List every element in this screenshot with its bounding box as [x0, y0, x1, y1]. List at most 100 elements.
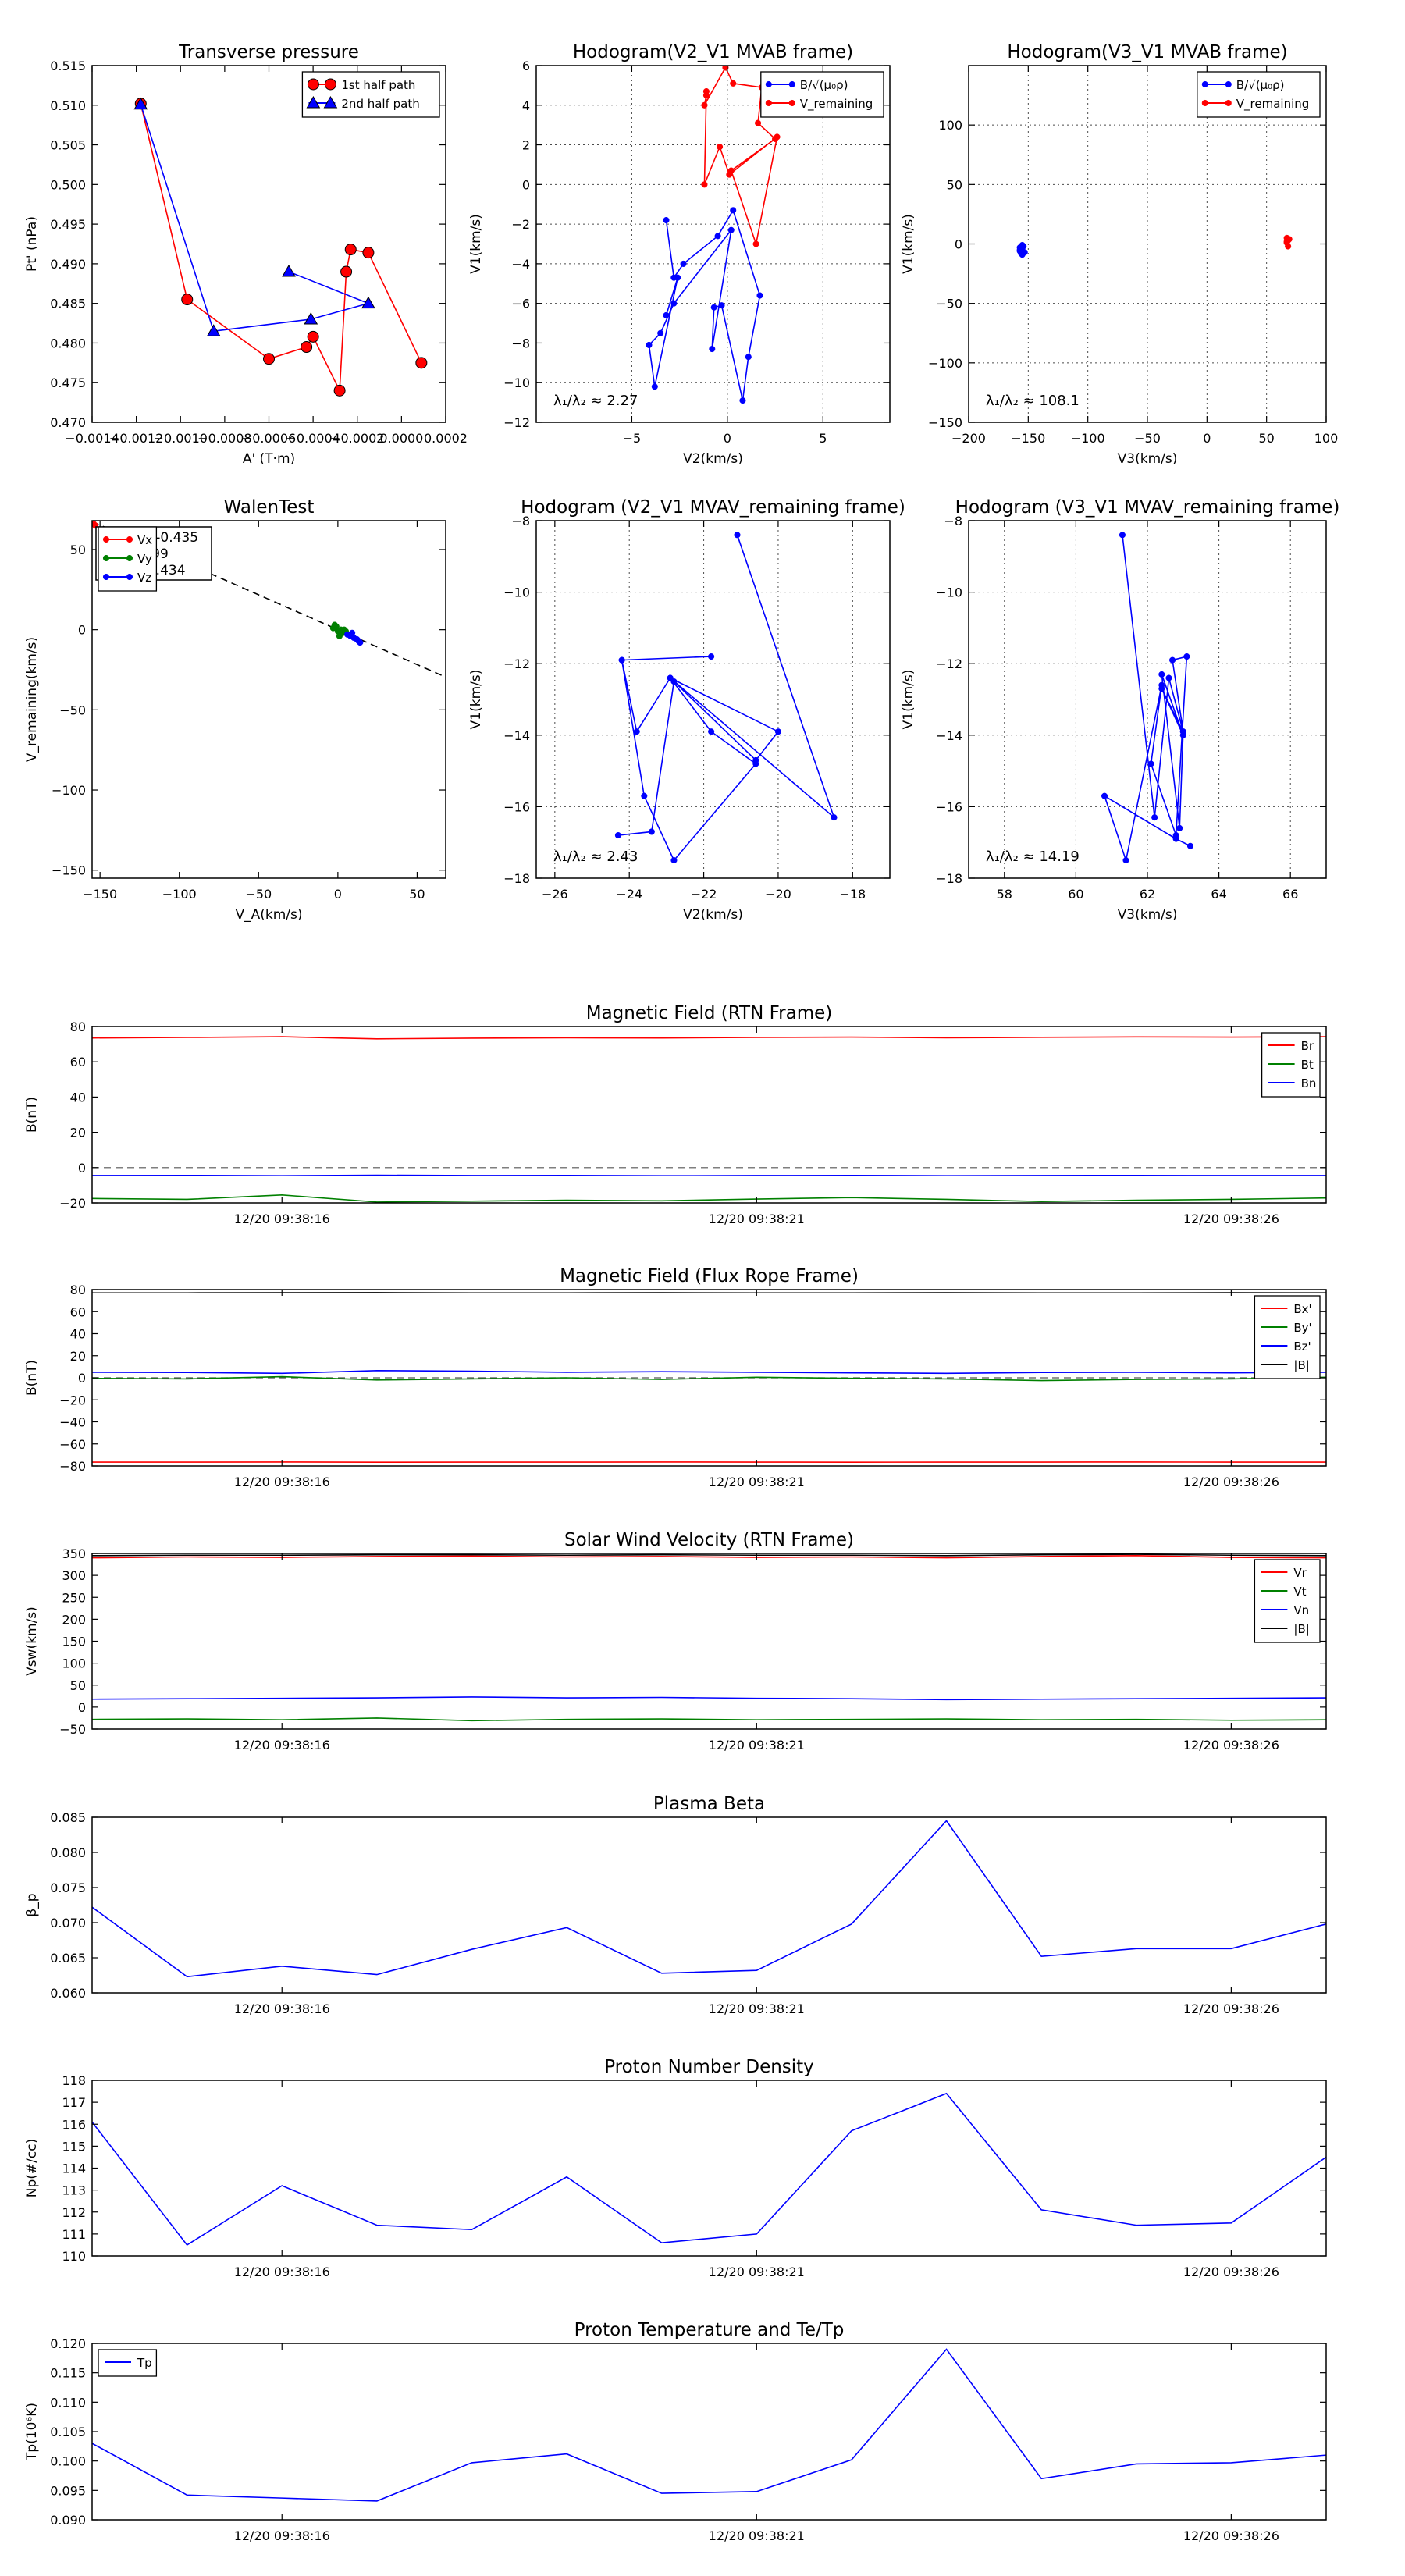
data-point [788, 99, 795, 107]
y-tick-label: −80 [59, 1459, 86, 1474]
data-point [710, 304, 717, 311]
legend: B/√(μ₀ρ) V_remaining [760, 71, 884, 118]
data-point [701, 181, 708, 188]
axes-frame [91, 1816, 1327, 1994]
data-point [618, 656, 625, 664]
chart-title: WalenTest [224, 497, 315, 518]
series-line-B/√(μ₀ρ) [648, 208, 761, 401]
legend-label: Bz' [1293, 1340, 1311, 1354]
y-tick-label: 0.105 [50, 2425, 86, 2439]
data-point [1119, 532, 1126, 539]
x-tick-label: −150 [1011, 431, 1045, 446]
axes-frame [91, 1026, 1327, 1204]
data-point [754, 119, 762, 126]
x-tick-label: 62 [1140, 887, 1155, 902]
y-tick-label: 50 [947, 177, 962, 192]
data-point [745, 354, 752, 361]
legend: Br Bt Bn [1261, 1032, 1321, 1098]
y-tick-label: 60 [70, 1304, 86, 1319]
legend-label: Tp [137, 2356, 152, 2370]
x-tick-label: 60 [1068, 887, 1083, 902]
plot-area [1101, 532, 1194, 864]
plot-area [92, 2092, 1326, 2246]
data-point [1172, 835, 1179, 842]
legend-label: B/√(μ₀ρ) [800, 78, 848, 92]
y-axis-label: Vsw(km/s) [24, 1606, 40, 1676]
y-tick-label: 0.495 [50, 217, 86, 232]
y-axis-label: Pt' (nPa) [24, 216, 40, 272]
data-point [670, 300, 678, 307]
plot-area [92, 2348, 1326, 2502]
legend-label: 1st half path [341, 78, 415, 92]
y-tick-label: 20 [70, 1126, 86, 1140]
data-point [1019, 241, 1026, 249]
legend: Bx' By' Bz' |B| [1254, 1295, 1321, 1379]
data-point [1283, 238, 1290, 245]
y-tick-label: −2 [511, 217, 530, 232]
x-tick-label: −0.0004 [286, 431, 340, 446]
y-tick-label: −10 [503, 375, 530, 390]
data-point [1176, 824, 1183, 831]
legend: Vx Vy Vz [98, 526, 158, 592]
data-point [1165, 674, 1172, 681]
data-point [415, 357, 428, 369]
chart-title: Hodogram(V2_V1 MVAB frame) [573, 42, 853, 62]
y-tick-label: 0.100 [50, 2454, 86, 2469]
x-tick-label: 0 [1203, 431, 1211, 446]
y-tick-label: −10 [936, 585, 962, 600]
y-tick-label: −150 [52, 863, 86, 878]
y-axis-label: B(nT) [24, 1097, 40, 1133]
x-tick-label: 64 [1211, 887, 1226, 902]
data-point [651, 383, 658, 390]
chart-tp: −0.0014−0.0012−0.0010−0.0008−0.0006−0.00… [24, 42, 468, 467]
data-point [831, 814, 838, 821]
series-line-Np [92, 2092, 1326, 2246]
series-line-1st half path [140, 103, 422, 393]
series-line-Bz' [92, 1370, 1326, 1375]
data-point [331, 621, 338, 628]
chart-ts1: 12/20 09:38:16 12/20 09:38:21 12/20 09:38:… [24, 1003, 1327, 1226]
x-tick-label: 12/20 09:38:21 [709, 2001, 805, 2016]
legend-box [760, 71, 884, 118]
y-tick-label: −12 [503, 656, 530, 671]
plot-area [133, 97, 428, 397]
chart-title: Hodogram (V2_V1 MVAV_remaining frame) [521, 497, 905, 518]
legend-label: |B| [1293, 1622, 1309, 1636]
y-axis-label: V_remaining(km/s) [24, 637, 40, 762]
x-tick-label: 12/20 09:38:16 [234, 2001, 330, 2016]
plot-area [1016, 234, 1293, 258]
series-line-Vr [92, 1555, 1326, 1559]
series-line-Vn [92, 1696, 1326, 1701]
axes-frame [535, 520, 891, 879]
x-tick-label: −0.0002 [330, 431, 384, 446]
data-point [646, 341, 653, 349]
data-point [774, 133, 781, 141]
legend-label: Vy [137, 552, 152, 566]
y-tick-label: 0.085 [50, 1810, 86, 1825]
y-tick-label: 100 [62, 1656, 86, 1671]
series-line-V [617, 535, 836, 862]
y-tick-label: 4 [522, 98, 530, 113]
data-point [340, 265, 353, 278]
data-point [674, 274, 681, 281]
chart-title: Proton Temperature and Te/Tp [574, 2320, 845, 2340]
y-tick-label: −6 [511, 297, 530, 311]
x-tick-label: −5 [623, 431, 642, 446]
y-tick-label: 0 [78, 1700, 86, 1715]
data-point [126, 535, 133, 543]
x-tick-label: 12/20 09:38:21 [709, 1738, 805, 1752]
data-point [739, 397, 746, 404]
data-point [1186, 842, 1194, 849]
data-point [133, 97, 148, 110]
x-tick-label: −100 [1071, 431, 1105, 446]
legend-label: B/√(μ₀ρ) [1236, 78, 1285, 92]
data-point [1151, 814, 1158, 821]
y-tick-label: −4 [511, 257, 530, 272]
series-line-2nd half path [140, 104, 371, 333]
chart-title: Transverse pressure [178, 42, 359, 62]
data-point [614, 831, 621, 839]
x-axis-label: V2(km/s) [683, 451, 743, 467]
data-point [126, 573, 133, 581]
x-tick-label: 12/20 09:38:21 [709, 1212, 805, 1226]
data-point [788, 80, 795, 88]
